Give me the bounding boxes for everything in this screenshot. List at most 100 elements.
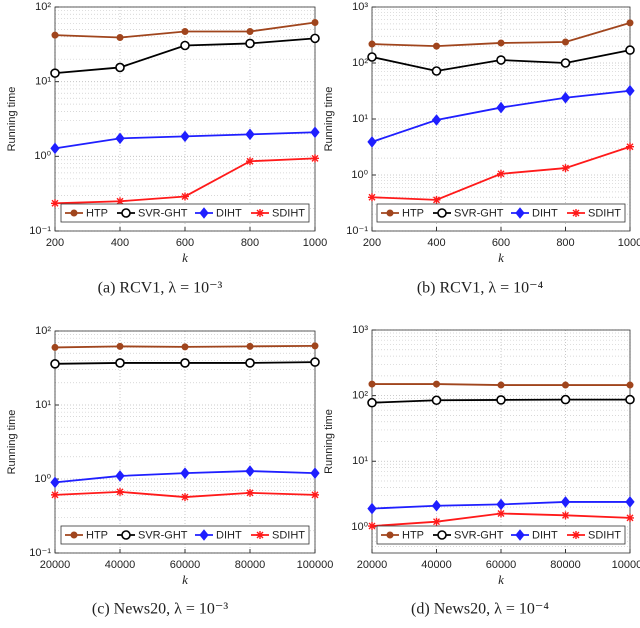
legend-box [60, 203, 310, 223]
y-axis-label: Running time [6, 87, 18, 152]
marker [431, 395, 442, 406]
marker [368, 522, 376, 531]
marker [497, 381, 505, 389]
y-tick-label: 10¹ [35, 76, 51, 88]
y-axis-label: Running time [323, 87, 335, 152]
marker [431, 66, 442, 76]
x-tick-label: 80000 [550, 559, 581, 571]
legend-label: SVR-GHT [454, 207, 504, 219]
marker [116, 487, 124, 496]
legend-label: DIHT [216, 207, 242, 219]
marker [386, 531, 394, 539]
marker [311, 19, 319, 27]
marker [367, 397, 377, 408]
marker [246, 342, 254, 350]
legend-label: DIHT [532, 207, 558, 219]
caption: (d) News20, λ = 10⁻⁴ [411, 601, 549, 618]
x-axis-label: k [182, 572, 188, 587]
x-tick-label: 1000 [618, 237, 640, 249]
marker [116, 342, 124, 350]
axes-frame [54, 6, 316, 232]
marker [497, 39, 505, 47]
marker [115, 358, 125, 368]
marker [51, 490, 59, 499]
marker [246, 157, 254, 166]
caption: (b) RCV1, λ = 10⁻⁴ [417, 280, 544, 297]
marker [51, 199, 59, 208]
marker [115, 62, 125, 73]
marker [572, 531, 580, 539]
marker [437, 208, 447, 218]
y-tick-label: 10⁰ [34, 150, 51, 162]
y-tick-label: 10² [352, 57, 368, 69]
y-tick-label: 10² [35, 325, 51, 337]
x-tick-label: 400 [111, 237, 129, 249]
x-tick-label: 80000 [235, 559, 266, 571]
y-tick-label: 10⁻¹ [29, 225, 51, 237]
marker [497, 509, 505, 518]
legend-label: SDIHT [272, 207, 305, 219]
marker [256, 531, 264, 539]
marker [431, 114, 442, 126]
y-axis-label: Running time [6, 410, 18, 475]
legend-label: SVR-GHT [454, 529, 504, 541]
marker [560, 58, 571, 68]
marker [625, 84, 635, 97]
legend-box [60, 525, 310, 545]
y-tick-label: 10³ [352, 1, 368, 13]
marker [626, 381, 634, 389]
legend-label: SDIHT [588, 529, 621, 541]
marker [626, 513, 634, 522]
legend-label: HTP [86, 207, 108, 219]
marker [310, 357, 320, 367]
marker [562, 381, 569, 389]
marker [51, 31, 59, 39]
marker [433, 380, 440, 388]
x-axis-label: k [182, 250, 188, 265]
y-tick-label: 10⁰ [351, 521, 368, 533]
marker [181, 343, 189, 351]
marker [256, 209, 264, 217]
marker [115, 470, 125, 482]
legend-box [376, 203, 626, 223]
y-tick-label: 10⁰ [34, 473, 51, 485]
marker [367, 52, 377, 62]
x-tick-label: 200 [46, 237, 64, 249]
marker [246, 488, 254, 497]
marker [246, 27, 254, 35]
marker [497, 169, 505, 178]
x-axis-label: k [498, 250, 504, 265]
marker [431, 499, 442, 512]
marker [116, 197, 124, 206]
legend-label: DIHT [532, 529, 558, 541]
marker [50, 359, 60, 369]
marker [310, 33, 320, 44]
legend-label: SVR-GHT [138, 529, 188, 541]
marker [311, 490, 319, 499]
legend-box [376, 525, 626, 545]
marker [180, 130, 190, 143]
marker [180, 467, 190, 479]
x-tick-label: 100000 [612, 559, 640, 571]
axes-frame [371, 329, 631, 554]
caption: (c) News20, λ = 10⁻³ [92, 601, 228, 618]
marker [386, 209, 394, 217]
marker [180, 358, 190, 368]
marker [311, 342, 319, 350]
x-tick-label: 20000 [40, 559, 71, 571]
marker [625, 45, 635, 55]
marker [368, 380, 376, 388]
x-tick-label: 1000 [303, 237, 327, 249]
y-axis-label: Running time [323, 409, 335, 474]
caption: (a) RCV1, λ = 10⁻³ [98, 280, 223, 297]
marker [367, 502, 377, 515]
marker [245, 38, 255, 49]
marker [625, 394, 635, 405]
legend-label: SDIHT [272, 529, 305, 541]
y-tick-label: 10⁻¹ [346, 225, 368, 237]
y-tick-label: 10⁻¹ [29, 547, 51, 559]
x-tick-label: 20000 [357, 559, 388, 571]
marker [560, 91, 571, 104]
marker [433, 42, 440, 50]
